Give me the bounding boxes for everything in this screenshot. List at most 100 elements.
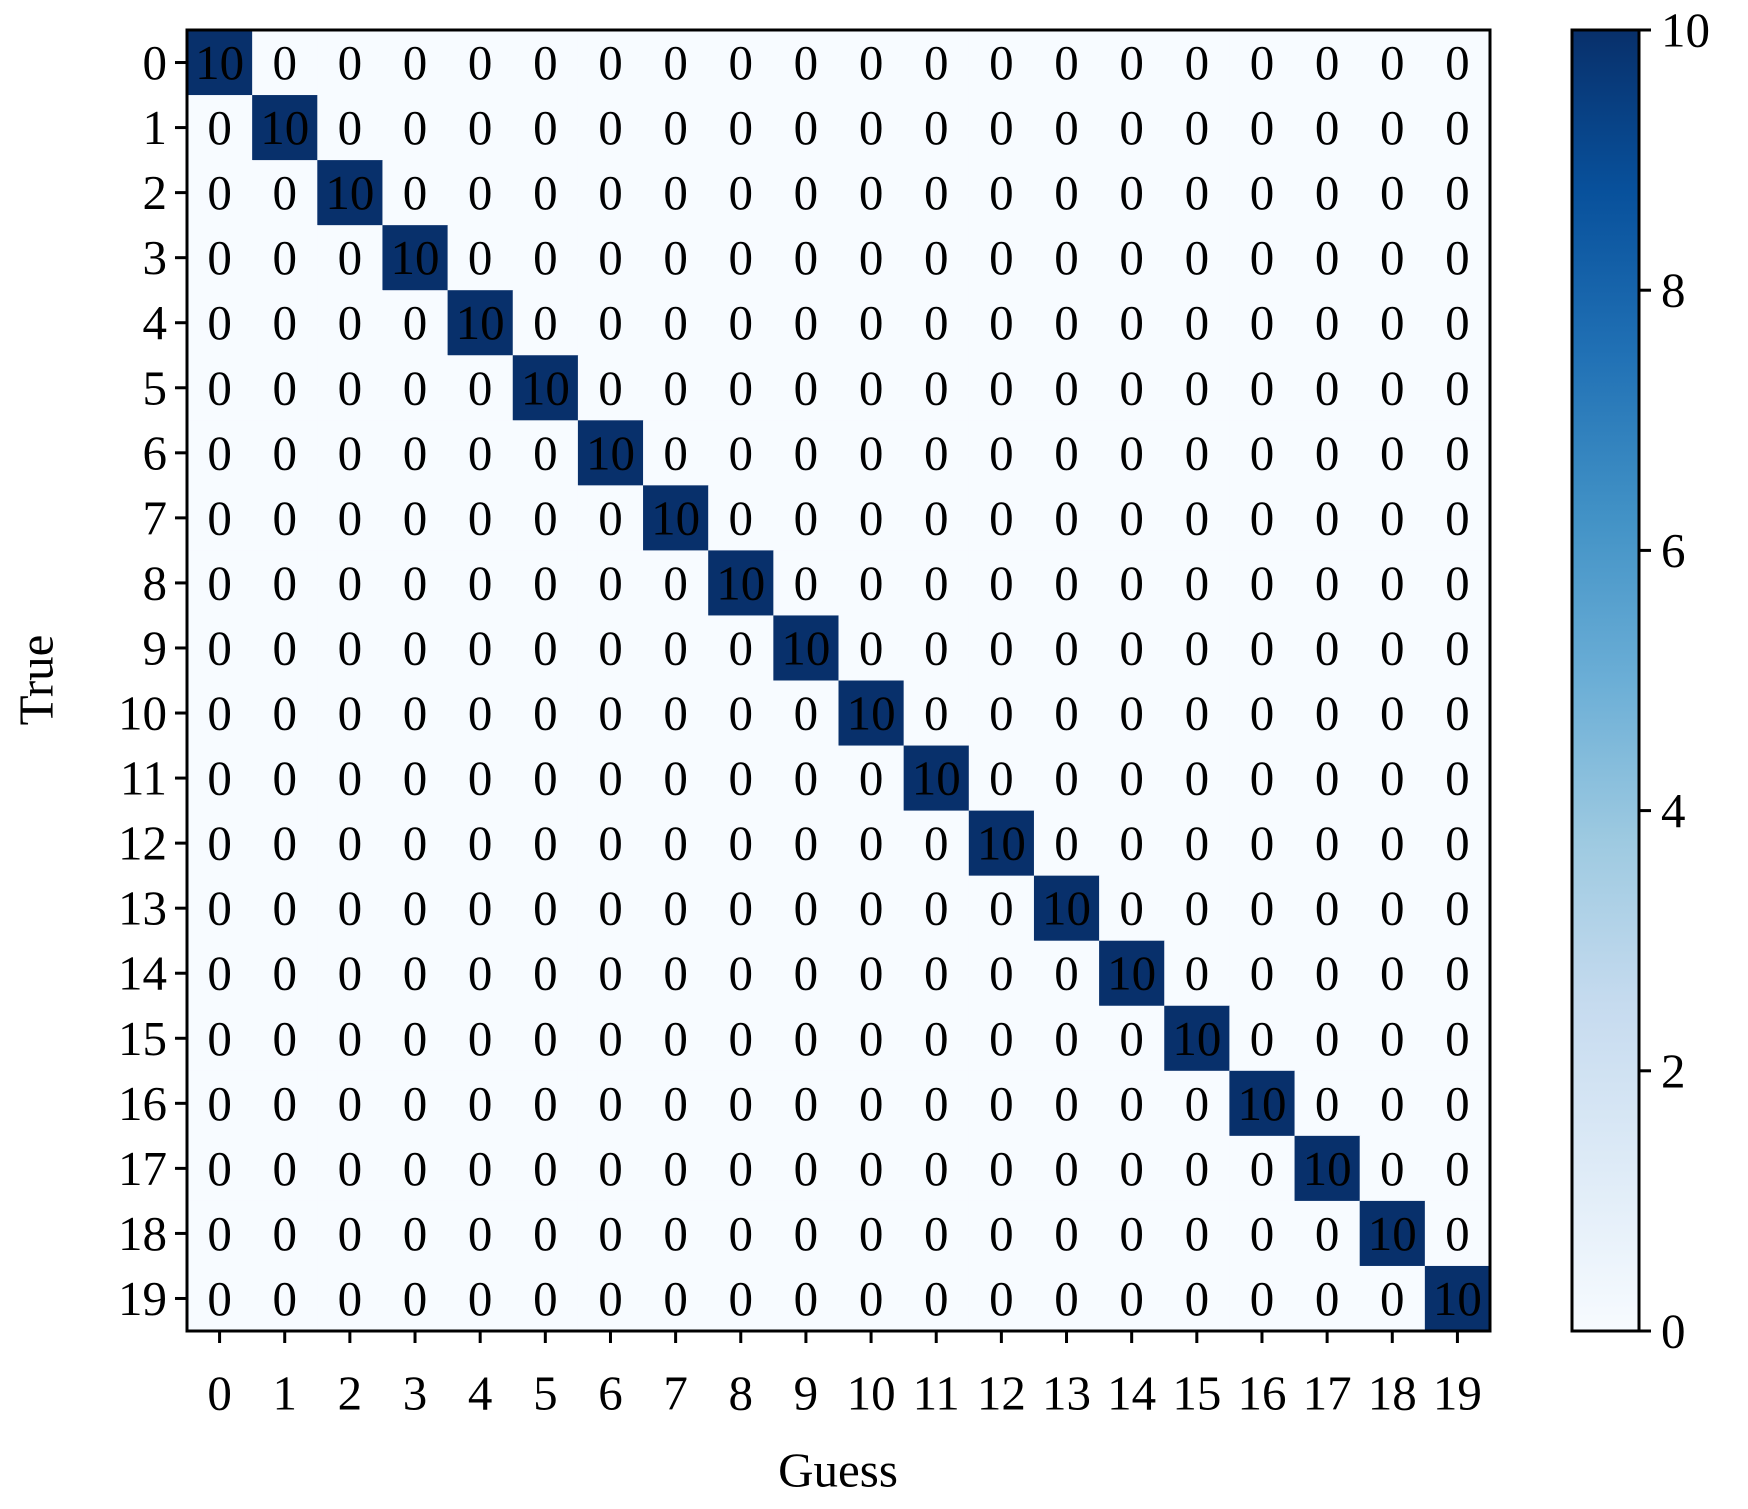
- heatmap-cell: [1359, 1070, 1426, 1137]
- heatmap-cell: [773, 95, 839, 161]
- cell-label: 0: [729, 686, 754, 741]
- cell-label: 0: [859, 425, 884, 480]
- heatmap-cell: [968, 680, 1035, 747]
- heatmap-cell: [512, 745, 579, 812]
- heatmap-cell: [708, 875, 774, 942]
- cell-label: 0: [1315, 686, 1340, 741]
- cell-label: 0: [1315, 360, 1340, 415]
- cell-label: 0: [663, 1206, 688, 1261]
- heatmap-cell: [317, 1070, 383, 1137]
- cell-label: 10: [912, 751, 961, 806]
- heatmap-cell: [1229, 485, 1296, 551]
- cell-label: 0: [1250, 1141, 1275, 1196]
- cell-label: 0: [338, 490, 363, 545]
- heatmap-cell: [903, 875, 970, 942]
- cell-label: 0: [1250, 490, 1275, 545]
- cell-label: 0: [924, 295, 949, 350]
- cell-label: 0: [272, 686, 297, 741]
- heatmap-cell: [447, 1070, 514, 1137]
- heatmap-cell: [1099, 1070, 1165, 1137]
- cell-label: 0: [207, 881, 232, 936]
- heatmap-cell: [903, 30, 970, 96]
- cell-label: 0: [207, 946, 232, 1001]
- cell-label: 0: [468, 946, 493, 1001]
- heatmap-cell: [577, 1135, 644, 1202]
- heatmap-cell: [643, 225, 709, 291]
- heatmap-cell: [252, 810, 318, 877]
- heatmap-cell: [1229, 225, 1296, 291]
- heatmap-cell: [252, 550, 318, 616]
- cell-label: 0: [338, 555, 363, 610]
- cell-label: 0: [1445, 946, 1470, 1001]
- heatmap-cell: [708, 1265, 774, 1332]
- heatmap-cell: [1164, 355, 1230, 421]
- cell-label: 0: [338, 686, 363, 741]
- heatmap-cell: [252, 160, 318, 226]
- cell-label: 0: [1054, 1206, 1079, 1261]
- cell-label: 0: [1250, 360, 1275, 415]
- heatmap-cell: [317, 875, 383, 942]
- heatmap-cell: [708, 810, 774, 877]
- heatmap-cell: [1424, 160, 1491, 226]
- heatmap-cell: [903, 680, 970, 747]
- heatmap-cell: [577, 550, 644, 616]
- cell-label: 0: [1054, 1011, 1079, 1066]
- cell-label: 0: [598, 35, 623, 90]
- cell-label: 0: [403, 1271, 428, 1326]
- cell-label: 0: [1445, 751, 1470, 806]
- cell-label: 0: [272, 555, 297, 610]
- heatmap-cell: [1294, 225, 1361, 291]
- heatmap-cell: [968, 1265, 1035, 1332]
- heatmap-cell: [1359, 1135, 1426, 1202]
- heatmap-cell: [903, 1070, 970, 1137]
- heatmap-cell: [1424, 550, 1491, 616]
- cell-label: 0: [924, 1141, 949, 1196]
- heatmap-cell: [512, 420, 579, 486]
- cell-label: 0: [989, 1141, 1014, 1196]
- cell-label: 0: [794, 295, 819, 350]
- heatmap-cell: [1359, 745, 1426, 812]
- cell-label: 0: [729, 165, 754, 220]
- heatmap-cell: [1033, 290, 1100, 356]
- cell-label: 0: [272, 490, 297, 545]
- cell-label: 10: [651, 490, 700, 545]
- cell-label: 0: [1250, 620, 1275, 675]
- y-tick-label: 13: [118, 881, 167, 936]
- heatmap-cell: [187, 940, 253, 1007]
- heatmap-cell: [447, 225, 514, 291]
- heatmap-cell: [512, 810, 579, 877]
- colorbar-tick-label: 0: [1661, 1304, 1686, 1359]
- cell-label: 10: [1107, 946, 1156, 1001]
- heatmap-cell: [708, 680, 774, 747]
- cell-label: 0: [1445, 816, 1470, 871]
- cell-label: 0: [533, 1206, 558, 1261]
- cell-label: 0: [794, 555, 819, 610]
- heatmap-cell: [252, 680, 318, 747]
- cell-label: 10: [1368, 1206, 1417, 1261]
- heatmap-cell: [838, 1005, 905, 1072]
- heatmap-cell: [1033, 680, 1100, 747]
- cell-label: 0: [989, 881, 1014, 936]
- cell-label: 0: [1380, 360, 1405, 415]
- heatmap-cell: [252, 225, 318, 291]
- cell-label: 0: [403, 881, 428, 936]
- cell-label: 0: [598, 1076, 623, 1131]
- plot-frame: [185, 28, 1492, 1333]
- heatmap-cell: [512, 225, 579, 291]
- cell-label: 0: [468, 1076, 493, 1131]
- cell-label: 0: [794, 230, 819, 285]
- heatmap-cell: [187, 810, 253, 877]
- cell-label: 0: [1250, 1271, 1275, 1326]
- cell-label: 0: [729, 946, 754, 1001]
- heatmap-cell: [447, 875, 514, 942]
- cell-label: 0: [1250, 295, 1275, 350]
- heatmap-cell: [708, 290, 774, 356]
- cell-label: 0: [598, 100, 623, 155]
- cell-label: 0: [1185, 295, 1210, 350]
- cell-label: 0: [1119, 1011, 1144, 1066]
- heatmap-cell: [1229, 745, 1296, 812]
- cell-label: 0: [1445, 555, 1470, 610]
- heatmap-cell: [643, 160, 709, 226]
- heatmap-cell: [968, 810, 1035, 877]
- cell-label: 0: [533, 816, 558, 871]
